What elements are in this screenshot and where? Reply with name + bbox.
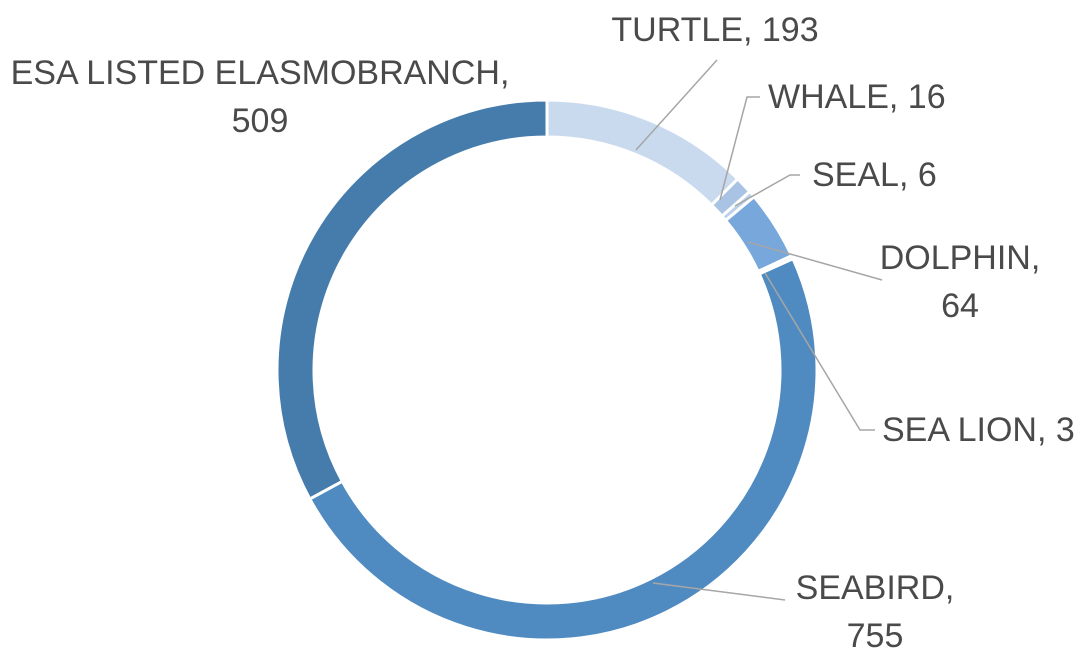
donut-slice	[307, 256, 819, 642]
data-label: DOLPHIN, 64	[879, 239, 1041, 325]
data-label: SEABIRD, 755	[795, 569, 955, 653]
donut-slice	[545, 98, 740, 208]
leader-line	[734, 174, 800, 207]
donut-slice	[275, 98, 549, 501]
data-label: TURTLE, 193	[611, 11, 819, 49]
data-label: SEA LION, 3	[882, 411, 1075, 449]
leader-line	[747, 241, 883, 281]
data-label: SEAL, 6	[812, 156, 937, 194]
leader-line	[764, 272, 875, 431]
leader-line	[635, 59, 718, 151]
data-label: WHALE, 16	[768, 78, 946, 116]
leader-line	[719, 96, 760, 201]
leader-line	[652, 582, 786, 601]
data-label: ESA LISTED ELASMOBRANCH, 509	[10, 54, 510, 140]
